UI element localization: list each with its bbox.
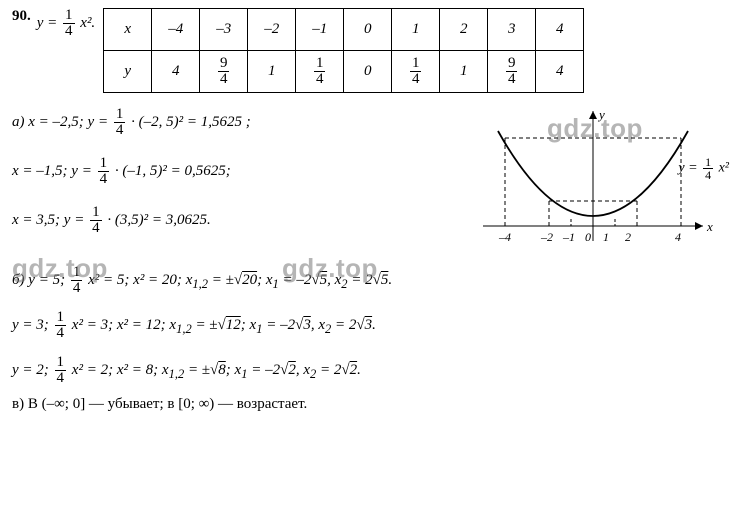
table-cell: 14 xyxy=(296,51,344,93)
svg-text:1: 1 xyxy=(603,230,609,244)
table-cell: –1 xyxy=(296,9,344,51)
svg-text:4: 4 xyxy=(675,230,681,244)
frac-num: 1 xyxy=(314,56,326,72)
table-cell: 94 xyxy=(488,51,536,93)
page-root: gdz.top gdz.top gdz.top 90. y = 1 4 x². … xyxy=(12,8,723,413)
value-table: x –4 –3 –2 –1 0 1 2 3 4 y 4 94 1 14 0 14… xyxy=(103,8,584,93)
part-b-line: б) y = 5; 14 x² = 5; x² = 20; x1,2 = ±√2… xyxy=(12,265,723,296)
part-a-area: а) x = –2,5; y = 14 · (–2, 5)² = 1,5625 … xyxy=(12,101,723,261)
math-text: x = 3,5; y = 14 · (3,5)² = 3,0625. xyxy=(12,212,211,228)
chart-container: –4 –2 –1 0 1 2 4 y x y = 1 4 x² xyxy=(473,101,723,261)
table-header-y: y xyxy=(104,51,152,93)
part-a-line: x = 3,5; y = 14 · (3,5)² = 3,0625. xyxy=(12,205,473,236)
part-c-label: в) xyxy=(12,396,24,412)
svg-text:2: 2 xyxy=(625,230,631,244)
table-cell: –4 xyxy=(152,9,200,51)
curve-label-y: y = xyxy=(678,161,701,176)
table-cell: 2 xyxy=(440,9,488,51)
part-c-text: В (–∞; 0] — убывает; в [0; ∞) — возраста… xyxy=(28,396,307,412)
equation: y = 1 4 x². xyxy=(37,8,95,39)
header-row: 90. y = 1 4 x². x –4 –3 –2 –1 0 1 2 3 4 xyxy=(12,8,723,93)
table-cell: –3 xyxy=(200,9,248,51)
part-b-line: y = 2; 14 x² = 2; x² = 8; x1,2 = ±√8; x1… xyxy=(12,355,723,386)
eq-frac-num: 1 xyxy=(63,8,75,24)
table-cell: 1 xyxy=(392,9,440,51)
curve-label: y = 1 4 x² xyxy=(678,156,729,181)
frac-den: 4 xyxy=(506,72,518,87)
table-cell: 1 xyxy=(248,51,296,93)
eq-tail: x². xyxy=(80,15,95,31)
part-a-line: а) x = –2,5; y = 14 · (–2, 5)² = 1,5625 … xyxy=(12,107,473,138)
curve-label-tail: x² xyxy=(719,161,729,176)
math-text: y = 5; 14 x² = 5; x² = 20; x1,2 = ±√20; … xyxy=(28,272,392,288)
frac-den: 4 xyxy=(218,72,230,87)
frac-den: 4 xyxy=(703,169,713,181)
part-b-label: б) xyxy=(12,272,25,288)
frac-num: 9 xyxy=(218,56,230,72)
table-cell: 4 xyxy=(536,51,584,93)
svg-text:–1: –1 xyxy=(562,230,575,244)
svg-text:–2: –2 xyxy=(540,230,553,244)
eq-y: y = xyxy=(37,15,61,31)
part-a-text: а) x = –2,5; y = 14 · (–2, 5)² = 1,5625 … xyxy=(12,101,473,261)
part-a-label: а) xyxy=(12,114,25,130)
table-cell: 0 xyxy=(344,51,392,93)
svg-text:x: x xyxy=(706,219,713,234)
math-text: x = –2,5; y = 14 · (–2, 5)² = 1,5625 ; xyxy=(28,114,250,130)
frac-den: 4 xyxy=(410,72,422,87)
table-cell: 1 xyxy=(440,51,488,93)
table-row-x: x –4 –3 –2 –1 0 1 2 3 4 xyxy=(104,9,584,51)
math-text: x = –1,5; y = 14 · (–1, 5)² = 0,5625; xyxy=(12,163,231,179)
table-cell: –2 xyxy=(248,9,296,51)
eq-frac: 1 4 xyxy=(63,8,75,39)
frac-den: 4 xyxy=(314,72,326,87)
svg-text:0: 0 xyxy=(585,230,591,244)
problem-number: 90. xyxy=(12,8,31,25)
table-cell: 94 xyxy=(200,51,248,93)
table-cell: 14 xyxy=(392,51,440,93)
eq-frac-den: 4 xyxy=(63,24,75,39)
table-cell: 0 xyxy=(344,9,392,51)
svg-text:y: y xyxy=(597,107,605,122)
svg-text:–4: –4 xyxy=(498,230,511,244)
part-a-line: x = –1,5; y = 14 · (–1, 5)² = 0,5625; xyxy=(12,156,473,187)
curve-label-frac: 1 4 xyxy=(703,156,713,181)
math-text: y = 2; 14 x² = 2; x² = 8; x1,2 = ±√8; x1… xyxy=(12,362,361,378)
part-b-line: y = 3; 14 x² = 3; x² = 12; x1,2 = ±√12; … xyxy=(12,310,723,341)
table-row-y: y 4 94 1 14 0 14 1 94 4 xyxy=(104,51,584,93)
table-header-x: x xyxy=(104,9,152,51)
frac-num: 9 xyxy=(506,56,518,72)
table-cell: 4 xyxy=(152,51,200,93)
frac-num: 1 xyxy=(410,56,422,72)
part-c-line: в) В (–∞; 0] — убывает; в [0; ∞) — возра… xyxy=(12,396,723,413)
table-cell: 3 xyxy=(488,9,536,51)
table-cell: 4 xyxy=(536,9,584,51)
math-text: y = 3; 14 x² = 3; x² = 12; x1,2 = ±√12; … xyxy=(12,317,376,333)
